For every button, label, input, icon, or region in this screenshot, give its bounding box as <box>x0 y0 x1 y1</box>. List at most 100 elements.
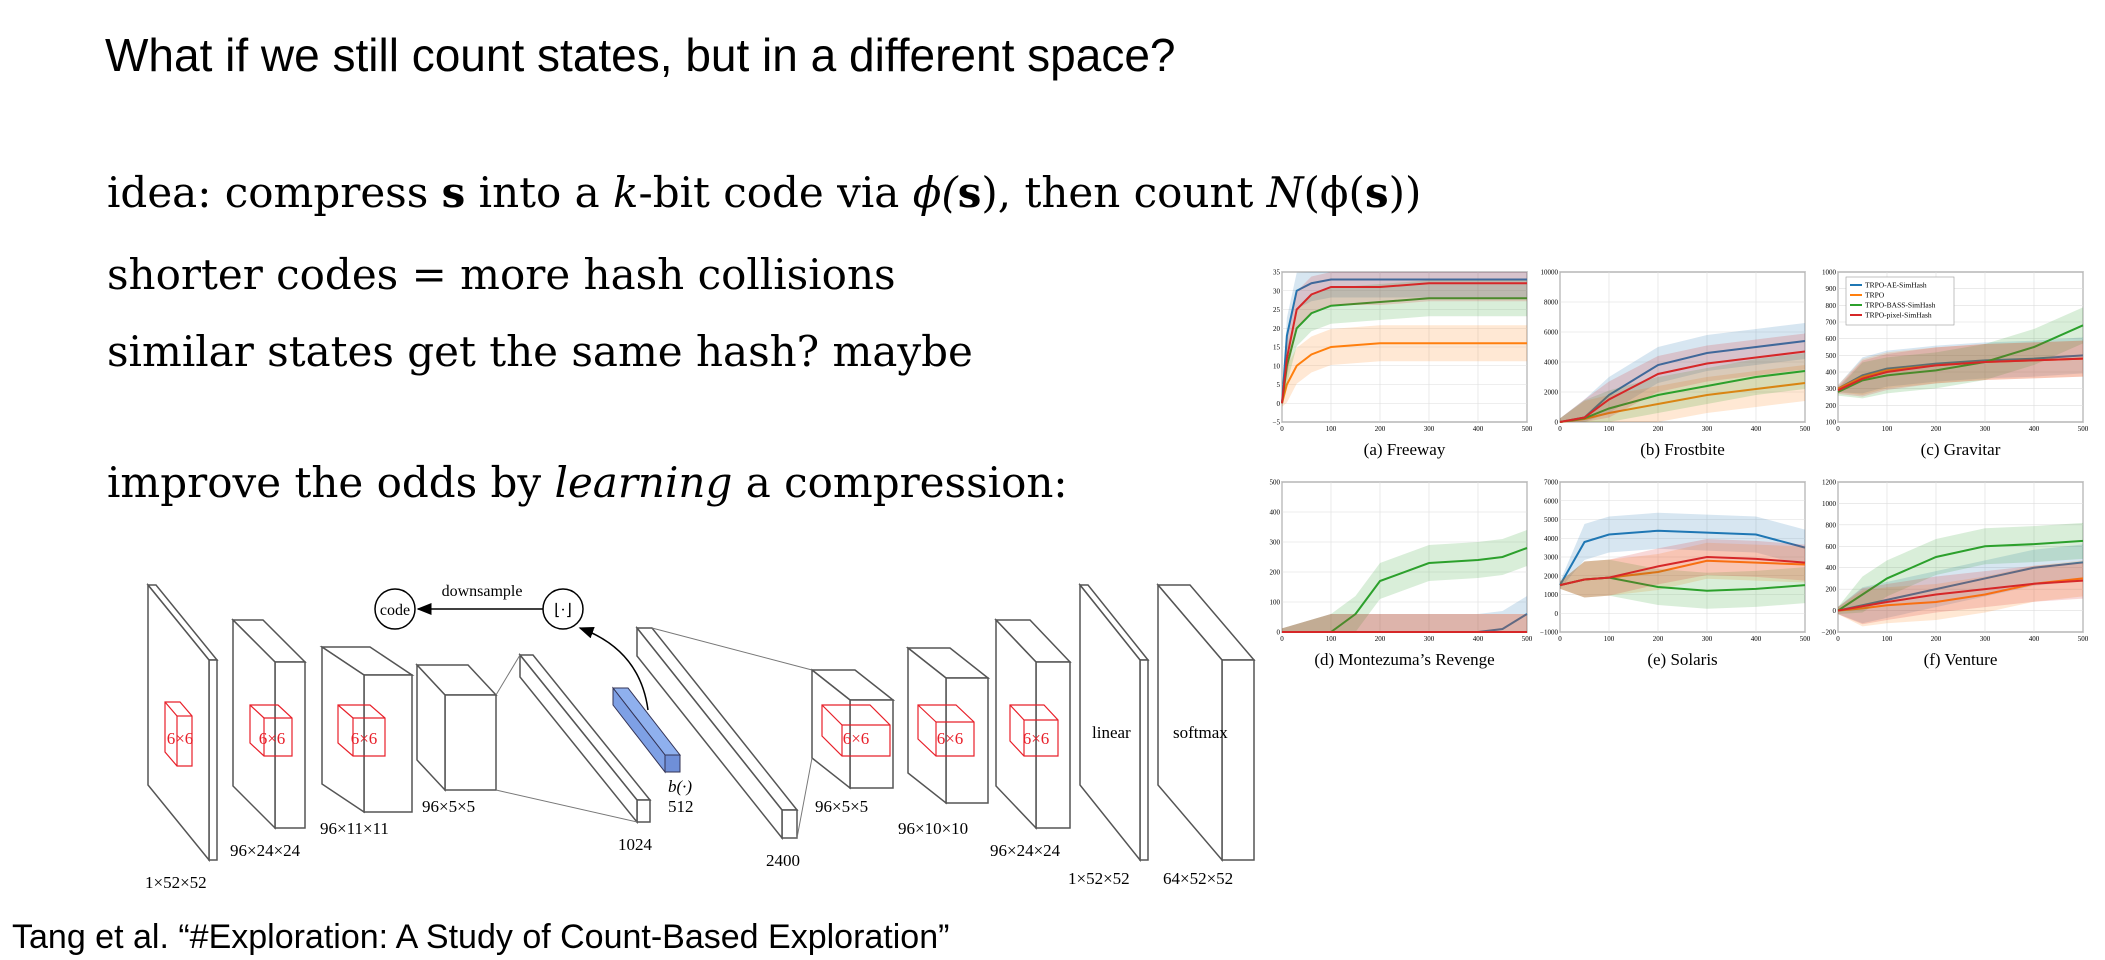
y-tick-label: 5000 <box>1544 516 1559 524</box>
y-tick-label: 400 <box>1826 564 1837 572</box>
series-band <box>1838 340 2083 397</box>
dim-label-b7: 2400 <box>766 851 800 870</box>
x-tick-label: 100 <box>1882 425 1893 433</box>
x-tick-label: 0 <box>1280 635 1284 643</box>
kernel-label-5: 6×6 <box>937 729 964 748</box>
y-tick-label: 8000 <box>1544 299 1559 307</box>
citation: Tang et al. “#Exploration: A Study of Co… <box>12 918 950 956</box>
x-tick-label: 300 <box>1424 635 1435 643</box>
x-tick-label: 100 <box>1326 635 1337 643</box>
y-tick-label: 4000 <box>1544 359 1559 367</box>
y-tick-label: 200 <box>1826 402 1837 410</box>
dim-label-b5: 1024 <box>618 835 653 854</box>
chart-title: (b) Frostbite <box>1640 440 1725 459</box>
chart-title: (d) Montezuma’s Revenge <box>1314 650 1494 669</box>
series-band <box>1838 522 2083 615</box>
autoencoder-diagram: 6×6 6×6 6×6 6×6 6×6 6×6 code ⌊·⌋ downsam… <box>145 582 1256 892</box>
y-tick-label: 1000 <box>1822 500 1837 508</box>
series-line <box>1837 579 2084 612</box>
series-line <box>1559 350 1806 423</box>
x-tick-label: 500 <box>1800 425 1811 433</box>
series-band <box>1838 307 2083 399</box>
y-tick-label: 300 <box>1270 539 1281 547</box>
legend-box <box>1845 276 1955 326</box>
bullet-learning: improve the odds by learning a compressi… <box>107 458 1068 507</box>
bullet-idea: idea: compress s into a k-bit code via ϕ… <box>107 168 1422 217</box>
x-tick-label: 300 <box>1702 425 1713 433</box>
y-tick-label: 100 <box>1270 599 1281 607</box>
series-band <box>1560 512 1805 589</box>
binarize-arrow <box>578 627 649 711</box>
chart-6: 0 100 200 300 400 500−20002004006008001000120… <box>1822 479 2089 670</box>
series-band <box>1560 542 1805 598</box>
series-band <box>1560 539 1805 598</box>
x-tick-label: 400 <box>2029 425 2040 433</box>
dim-label-b12: 64×52×52 <box>1163 869 1233 888</box>
y-tick-label: 600 <box>1826 335 1837 343</box>
chart-title: (e) Solaris <box>1647 650 1717 669</box>
y-tick-label: 800 <box>1826 302 1837 310</box>
y-tick-label: 5 <box>1277 381 1281 389</box>
y-tick-label: 0 <box>1555 419 1559 427</box>
series-line <box>1837 324 2084 393</box>
kernel-label-6: 6×6 <box>1023 729 1050 748</box>
x-tick-label: 400 <box>1751 425 1762 433</box>
y-tick-label: 400 <box>1270 509 1281 517</box>
x-tick-label: 400 <box>2029 635 2040 643</box>
x-tick-label: 0 <box>1836 635 1840 643</box>
y-tick-label: 700 <box>1826 319 1837 327</box>
chart-5: 0 100 200 300 400 500−10000100020003000400050… <box>1540 479 1811 670</box>
series-line <box>1559 529 1806 586</box>
slide-title: What if we still count states, but in a … <box>105 29 1176 81</box>
y-tick-label: 400 <box>1826 369 1837 377</box>
code-node <box>374 588 416 630</box>
kernel-label-2: 6×6 <box>259 729 286 748</box>
code-node-label: code <box>380 602 410 619</box>
x-tick-label: 500 <box>2078 425 2089 433</box>
y-tick-label: 600 <box>1826 543 1837 551</box>
series-line <box>1282 547 1528 633</box>
y-tick-label: 10000 <box>1541 269 1559 277</box>
dim-label-b1: 1×52×52 <box>145 873 207 892</box>
series-band <box>1838 560 2083 627</box>
y-tick-label: −5 <box>1273 419 1281 427</box>
series-line <box>1281 278 1527 404</box>
x-tick-label: 400 <box>1751 635 1762 643</box>
chart-4: 0 100 200 300 400 500 0 100 200 300 400 500 (d) Mont… <box>1270 479 1533 670</box>
dim-label-b11: 1×52×52 <box>1068 869 1130 888</box>
x-tick-label: 500 <box>1800 635 1811 643</box>
x-tick-label: 200 <box>1653 635 1664 643</box>
x-tick-label: 300 <box>1424 425 1435 433</box>
legend-entry: TRPO-BASS-SimHash <box>1865 301 1936 310</box>
x-tick-label: 200 <box>1375 635 1386 643</box>
y-tick-label: 2000 <box>1544 389 1559 397</box>
y-tick-label: 35 <box>1273 269 1281 277</box>
y-tick-label: 1000 <box>1822 269 1837 277</box>
y-tick-label: 1000 <box>1544 591 1559 599</box>
y-tick-label: 15 <box>1273 344 1281 352</box>
y-tick-label: −200 <box>1822 629 1837 637</box>
softmax-label: softmax <box>1173 723 1228 742</box>
x-tick-label: 500 <box>2078 635 2089 643</box>
x-tick-label: 300 <box>1702 635 1713 643</box>
series-line <box>1837 561 2084 612</box>
kernel-label-4: 6×6 <box>843 729 870 748</box>
bullet-similar-states: similar states get the same hash? maybe <box>107 327 973 376</box>
series-band <box>1282 614 1527 632</box>
legend-entry: TRPO-pixel-SimHash <box>1865 311 1932 320</box>
x-tick-label: 500 <box>1522 635 1533 643</box>
chart-title: (a) Freeway <box>1364 440 1446 459</box>
chart-2: 0 100 200 300 400 500 0 2000 4000 6000 8000 10000 (b… <box>1541 269 1811 460</box>
x-tick-label: 100 <box>1326 425 1337 433</box>
chart-title: (f) Venture <box>1924 650 1998 669</box>
y-tick-label: 25 <box>1273 306 1281 314</box>
linear-label: linear <box>1092 723 1131 742</box>
x-tick-label: 0 <box>1836 425 1840 433</box>
y-tick-label: 1200 <box>1822 479 1837 487</box>
x-tick-label: 0 <box>1558 425 1562 433</box>
y-tick-label: −1000 <box>1540 629 1558 637</box>
series-band <box>1282 614 1527 632</box>
x-tick-label: 100 <box>1882 635 1893 643</box>
series-band <box>1560 559 1805 609</box>
y-tick-label: 4000 <box>1544 535 1559 543</box>
